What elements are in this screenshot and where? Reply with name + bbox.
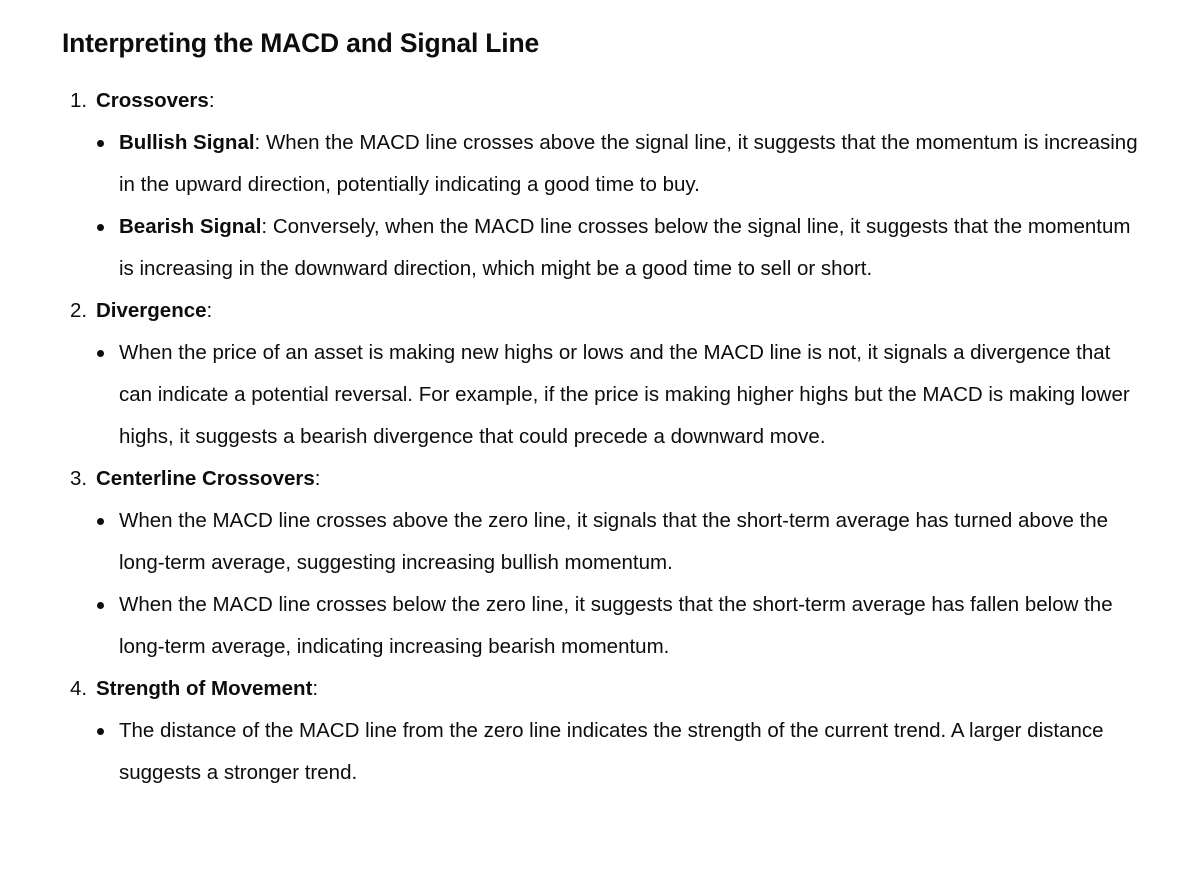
bullet-item: When the MACD line crosses above the zer… (96, 500, 1142, 584)
bullet-text: : When the MACD line crosses above the s… (119, 131, 1138, 196)
section-title: Divergence (96, 299, 207, 322)
section-crossovers: 1. Crossovers: Bullish Signal: When the … (62, 80, 1142, 290)
document-content: Interpreting the MACD and Signal Line 1.… (62, 28, 1142, 794)
section-number: 1. (70, 89, 88, 112)
section-divergence: 2. Divergence: When the price of an asse… (62, 290, 1142, 458)
bullet-list: When the MACD line crosses above the zer… (96, 500, 1142, 668)
bullet-list: Bullish Signal: When the MACD line cross… (96, 122, 1142, 290)
section-colon: : (206, 299, 213, 322)
bullet-text: : Conversely, when the MACD line crosses… (119, 215, 1131, 280)
bullet-item: The distance of the MACD line from the z… (96, 710, 1142, 794)
section-colon: : (208, 89, 215, 112)
section-title: Strength of Movement (96, 677, 313, 700)
section-colon: : (314, 467, 321, 490)
bullet-item: When the price of an asset is making new… (96, 332, 1142, 458)
bullet-item: When the MACD line crosses below the zer… (96, 584, 1142, 668)
bullet-label: Bearish Signal (119, 215, 262, 238)
bullet-text: When the MACD line crosses below the zer… (119, 593, 1113, 658)
section-number: 4. (70, 677, 88, 700)
section-number: 2. (70, 299, 88, 322)
section-list: 1. Crossovers: Bullish Signal: When the … (62, 80, 1142, 794)
bullet-label: Bullish Signal (119, 131, 255, 154)
bullet-list: The distance of the MACD line from the z… (96, 710, 1142, 794)
section-title: Crossovers (96, 89, 209, 112)
bullet-text: The distance of the MACD line from the z… (119, 719, 1104, 784)
section-strength-of-movement: 4. Strength of Movement: The distance of… (62, 668, 1142, 794)
page-title: Interpreting the MACD and Signal Line (62, 28, 539, 58)
bullet-text: When the MACD line crosses above the zer… (119, 509, 1109, 574)
bullet-text: When the price of an asset is making new… (119, 341, 1130, 448)
section-number: 3. (70, 467, 88, 490)
bullet-item: Bearish Signal: Conversely, when the MAC… (96, 206, 1142, 290)
bullet-list: When the price of an asset is making new… (96, 332, 1142, 458)
section-colon: : (312, 677, 319, 700)
section-title: Centerline Crossovers (96, 467, 315, 490)
bullet-item: Bullish Signal: When the MACD line cross… (96, 122, 1142, 206)
section-centerline-crossovers: 3. Centerline Crossovers: When the MACD … (62, 458, 1142, 668)
